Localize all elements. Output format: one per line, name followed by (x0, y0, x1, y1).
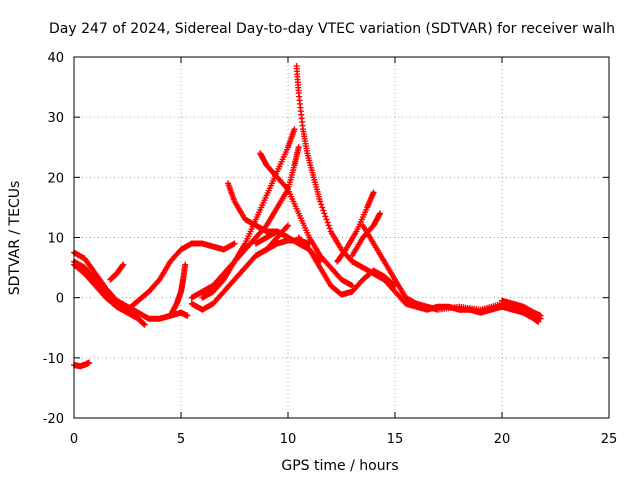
data-point (285, 222, 291, 229)
x-tick-label: 10 (280, 432, 297, 447)
y-tick-label: 20 (47, 171, 64, 186)
series-arc8 (188, 144, 302, 301)
y-tick-label: -10 (43, 352, 64, 367)
x-tick-label: 0 (70, 432, 78, 447)
data-point (321, 210, 328, 217)
data-point (283, 185, 290, 192)
data-marks (71, 63, 544, 370)
data-point (231, 240, 238, 247)
data-point (349, 282, 356, 289)
series-arc7 (188, 237, 313, 313)
x-tick-labels: 0 5 10 15 20 25 (70, 432, 617, 447)
data-point (120, 261, 127, 268)
series-arc19 (499, 297, 544, 319)
series-arc5 (107, 261, 127, 283)
data-point (537, 312, 544, 319)
chart-title: Day 247 of 2024, Sidereal Day-to-day VTE… (49, 21, 615, 37)
series-arc16 (334, 189, 377, 265)
y-tick-label: 10 (47, 232, 64, 247)
grid-lines (73, 56, 610, 419)
x-axis-label: GPS time / hours (281, 458, 398, 474)
data-point (184, 312, 191, 319)
data-point (219, 277, 226, 284)
y-tick-label: -20 (43, 412, 64, 427)
data-point (141, 321, 148, 328)
series-arc2 (71, 249, 191, 322)
series-arc12 (257, 150, 356, 289)
series-arc1 (71, 359, 92, 370)
data-point (291, 126, 298, 133)
data-point (305, 245, 312, 252)
data-point (322, 213, 329, 220)
data-point (370, 189, 377, 196)
series-arc4 (71, 240, 238, 313)
series-arc13 (252, 228, 291, 247)
data-point (182, 261, 189, 268)
data-point (85, 359, 92, 366)
y-axis-label: SDTVAR / TECUs (7, 181, 23, 296)
data-point (323, 216, 330, 223)
data-point (317, 198, 324, 205)
data-point (155, 277, 162, 284)
y-tick-label: 0 (56, 292, 64, 307)
data-point (326, 225, 333, 232)
data-point (319, 204, 326, 211)
y-tick-label: 30 (47, 111, 64, 126)
series-arc6 (167, 261, 189, 319)
series-arc15 (295, 234, 398, 298)
data-point (324, 219, 331, 226)
series-arc9 (199, 126, 298, 301)
data-point (377, 210, 384, 217)
y-tick-label: 40 (47, 51, 64, 66)
x-tick-label: 5 (177, 432, 185, 447)
data-point (283, 223, 290, 230)
x-tick-label: 25 (601, 432, 618, 447)
x-tick-label: 15 (387, 432, 404, 447)
data-point (318, 201, 325, 208)
data-point (295, 144, 302, 151)
data-point (320, 207, 327, 214)
data-point (325, 222, 332, 229)
plot-frame (73, 56, 610, 419)
data-point (341, 247, 348, 254)
x-tick-label: 20 (494, 432, 511, 447)
data-point (285, 234, 291, 241)
y-tick-labels: -20 -10 0 10 20 30 40 (43, 51, 64, 427)
